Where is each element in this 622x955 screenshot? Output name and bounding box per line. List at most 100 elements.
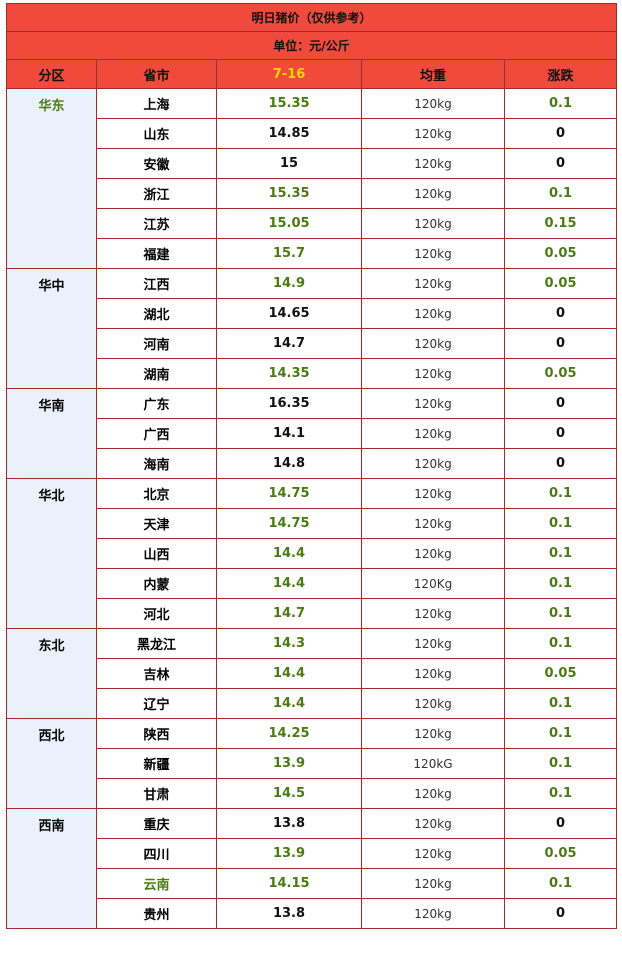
province-cell: 湖南 — [96, 358, 217, 389]
province-cell: 天津 — [96, 508, 217, 539]
region-cell: 华北 — [6, 478, 97, 629]
change-cell: 0.1 — [504, 178, 617, 209]
province-cell: 内蒙 — [96, 568, 217, 599]
price-cell: 13.9 — [216, 838, 362, 869]
change-cell: 0 — [504, 118, 617, 149]
province-cell: 海南 — [96, 448, 217, 479]
change-cell: 0.1 — [504, 88, 617, 119]
weight-cell: 120kg — [361, 508, 505, 539]
weight-cell: 120kg — [361, 328, 505, 359]
price-cell: 14.65 — [216, 298, 362, 329]
price-cell: 14.15 — [216, 868, 362, 899]
change-cell: 0 — [504, 418, 617, 449]
price-cell: 13.9 — [216, 748, 362, 779]
change-cell: 0.05 — [504, 358, 617, 389]
weight-cell: 120kg — [361, 298, 505, 329]
province-cell: 新疆 — [96, 748, 217, 779]
change-cell: 0.05 — [504, 268, 617, 299]
province-cell: 辽宁 — [96, 688, 217, 719]
province-cell: 湖北 — [96, 298, 217, 329]
table-row: 广西 14.1 120kg 0 — [7, 418, 617, 449]
province-cell: 广东 — [96, 388, 217, 419]
title-row: 明日猪价（仅供参考） — [6, 3, 617, 32]
province-cell: 江西 — [96, 268, 217, 299]
table-row: 浙江 15.35 120kg 0.1 — [7, 178, 617, 209]
change-cell: 0.1 — [504, 538, 617, 569]
table-row: 华中 江西 14.9 120kg 0.05 — [6, 268, 617, 389]
weight-cell: 120kg — [361, 418, 505, 449]
change-cell: 0.1 — [504, 778, 617, 809]
pig-price-table: 明日猪价（仅供参考） 单位：元/公斤 分区 省市 7-16 均重 涨跌 华东 上海… — [6, 3, 617, 929]
price-cell: 14.4 — [216, 688, 362, 719]
price-cell: 14.3 — [216, 628, 362, 659]
table-row: 贵州 13.8 120kg 0 — [7, 898, 617, 929]
table-row: 山西 14.4 120kg 0.1 — [7, 538, 617, 569]
price-cell: 14.7 — [216, 328, 362, 359]
table-row: 河北 14.7 120kg 0.1 — [7, 598, 617, 629]
header-province: 省市 — [96, 59, 217, 89]
province-cell: 江苏 — [96, 208, 217, 239]
table-row: 东北 黑龙江 14.3 120kg 0.1 — [6, 628, 617, 719]
change-cell: 0 — [504, 328, 617, 359]
table-row: 河南 14.7 120kg 0 — [7, 328, 617, 359]
table-body: 华东 上海 15.35 120kg 0.1 山东 14.85 120kg 0 安徽 15 120kg 0… — [6, 88, 617, 929]
region-cell: 华中 — [6, 268, 97, 389]
weight-cell: 120kg — [361, 448, 505, 479]
province-cell: 陕西 — [96, 718, 217, 749]
table-row: 安徽 15 120kg 0 — [7, 148, 617, 179]
province-cell: 山东 — [96, 118, 217, 149]
change-cell: 0.1 — [504, 718, 617, 749]
change-cell: 0.1 — [504, 478, 617, 509]
table-row: 吉林 14.4 120kg 0.05 — [7, 658, 617, 689]
weight-cell: 120kg — [361, 88, 505, 119]
region-cell: 西北 — [6, 718, 97, 809]
price-cell: 15.35 — [216, 88, 362, 119]
header-region: 分区 — [6, 59, 97, 89]
unit-row: 单位：元/公斤 — [6, 31, 617, 60]
table-row: 华东 上海 15.35 120kg 0.1 — [6, 88, 617, 269]
province-cell: 云南 — [96, 868, 217, 899]
price-cell: 14.35 — [216, 358, 362, 389]
change-cell: 0.05 — [504, 838, 617, 869]
weight-cell: 120kg — [361, 178, 505, 209]
change-cell: 0 — [504, 448, 617, 479]
change-cell: 0.05 — [504, 658, 617, 689]
price-cell: 14.4 — [216, 538, 362, 569]
weight-cell: 120kg — [361, 688, 505, 719]
table-row: 内蒙 14.4 120Kg 0.1 — [7, 568, 617, 599]
province-cell: 甘肃 — [96, 778, 217, 809]
table-row: 西北 陕西 14.25 120kg 0.1 — [6, 718, 617, 809]
weight-cell: 120kg — [361, 148, 505, 179]
weight-cell: 120kg — [361, 268, 505, 299]
table-row: 云南 14.15 120kg 0.1 — [7, 868, 617, 899]
change-cell: 0.1 — [504, 598, 617, 629]
weight-cell: 120kg — [361, 118, 505, 149]
table-row: 江苏 15.05 120kg 0.15 — [7, 208, 617, 239]
weight-cell: 120kg — [361, 538, 505, 569]
table-row: 新疆 13.9 120kG 0.1 — [7, 748, 617, 779]
province-cell: 贵州 — [96, 898, 217, 929]
unit-label: 单位：元/公斤 — [6, 31, 617, 60]
price-cell: 14.5 — [216, 778, 362, 809]
price-cell: 14.8 — [216, 448, 362, 479]
price-cell: 15.7 — [216, 238, 362, 269]
weight-cell: 120Kg — [361, 568, 505, 599]
column-header-row: 分区 省市 7-16 均重 涨跌 — [6, 59, 617, 89]
weight-cell: 120kG — [361, 748, 505, 779]
table-row: 华北 北京 14.75 120kg 0.1 — [6, 478, 617, 629]
price-cell: 14.7 — [216, 598, 362, 629]
province-cell: 四川 — [96, 838, 217, 869]
weight-cell: 120kg — [361, 838, 505, 869]
weight-cell: 120kg — [361, 388, 505, 419]
province-cell: 广西 — [96, 418, 217, 449]
weight-cell: 120kg — [361, 868, 505, 899]
province-cell: 浙江 — [96, 178, 217, 209]
change-cell: 0.1 — [504, 688, 617, 719]
change-cell: 0.1 — [504, 628, 617, 659]
weight-cell: 120kg — [361, 598, 505, 629]
province-cell: 黑龙江 — [96, 628, 217, 659]
table-row: 华南 广东 16.35 120kg 0 — [6, 388, 617, 479]
region-cell: 华东 — [6, 88, 97, 269]
table-row: 湖北 14.65 120kg 0 — [7, 298, 617, 329]
table-title: 明日猪价（仅供参考） — [6, 3, 617, 32]
